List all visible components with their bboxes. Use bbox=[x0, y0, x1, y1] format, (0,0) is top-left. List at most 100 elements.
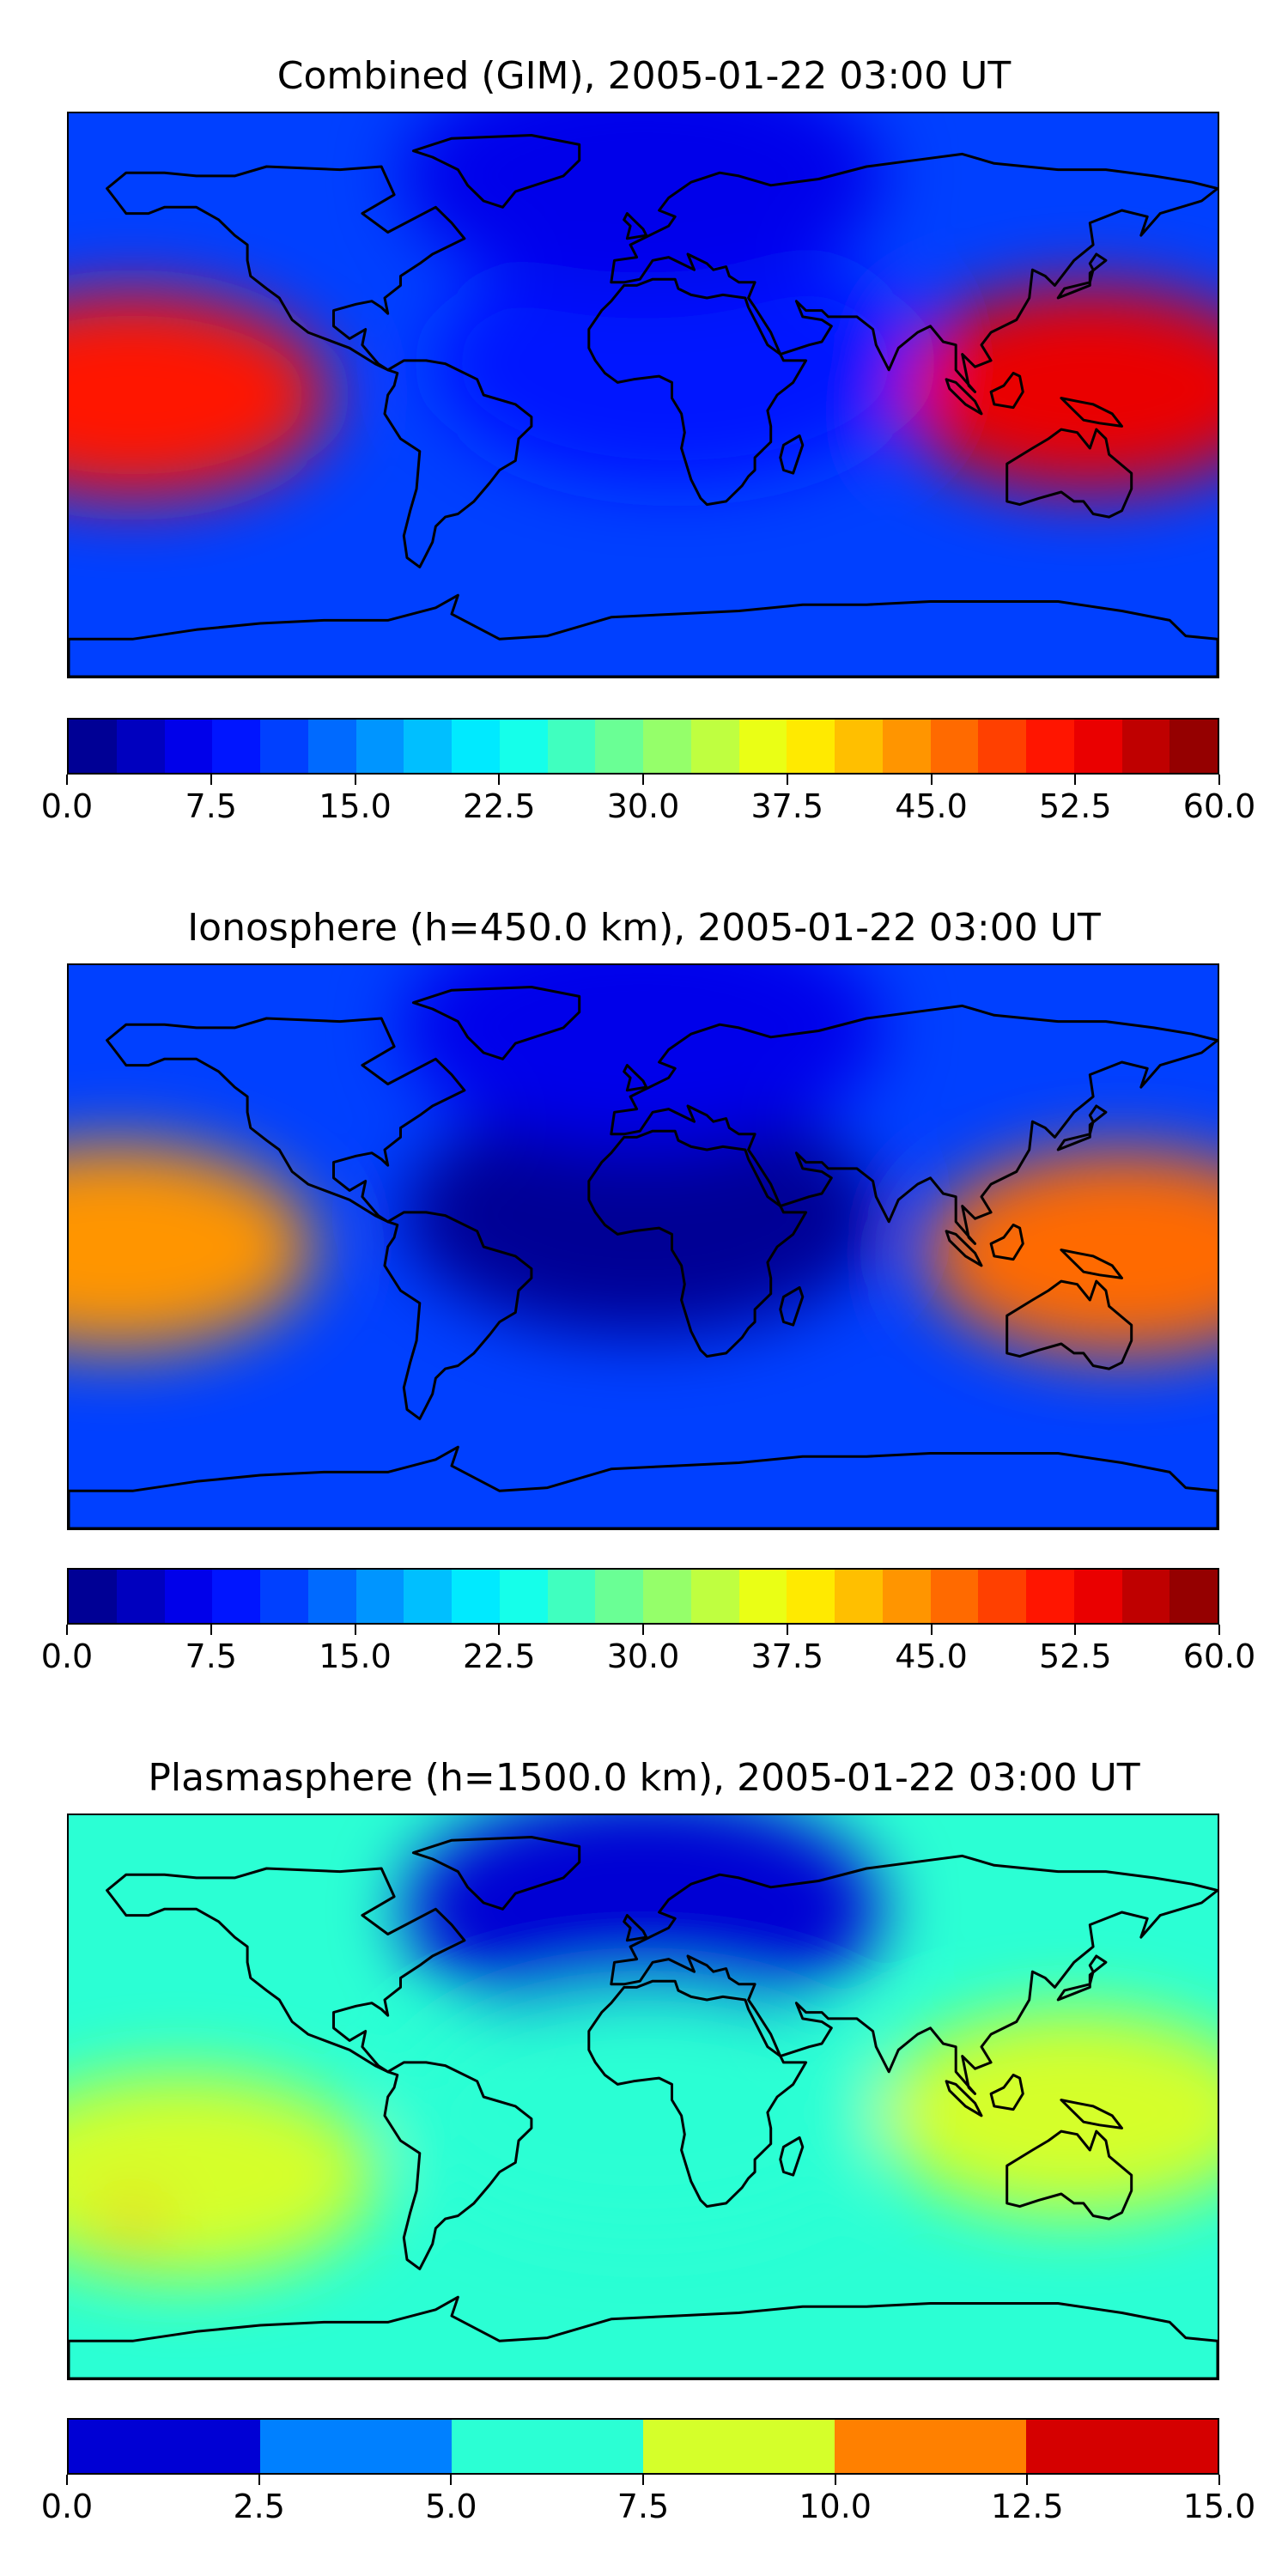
colorbar-segment bbox=[930, 1570, 979, 1623]
colorbar-segment bbox=[452, 1570, 500, 1623]
colorbar-segment bbox=[882, 720, 931, 773]
colorbar-segment bbox=[1073, 1570, 1122, 1623]
coastline bbox=[69, 1445, 1218, 1528]
colorbar-tick-label: 7.5 bbox=[185, 787, 237, 825]
colorbar-segment bbox=[1026, 2420, 1218, 2473]
heatmap-plasmasphere bbox=[69, 1815, 1218, 2379]
colorbar-tick bbox=[354, 1625, 356, 1635]
colorbar-segment bbox=[1026, 1570, 1074, 1623]
colorbar-segment bbox=[260, 1570, 308, 1623]
colorbar-segment bbox=[452, 720, 500, 773]
colorbar-segment bbox=[260, 2420, 452, 2473]
colorbar-segment bbox=[643, 1570, 691, 1623]
coastline bbox=[106, 165, 466, 372]
colorbar-segment bbox=[452, 2420, 643, 2473]
colorbar-tick bbox=[210, 1625, 212, 1635]
coastline bbox=[383, 359, 533, 568]
colorbar-tick-label: 2.5 bbox=[233, 2488, 285, 2525]
colorbar-segment bbox=[643, 2420, 835, 2473]
colorbar-tick bbox=[498, 775, 501, 785]
colorbar-tick-label: 15.0 bbox=[319, 787, 392, 825]
colorbar-tick-label: 30.0 bbox=[606, 1637, 680, 1675]
colorbar-tick bbox=[1074, 1625, 1077, 1635]
map-ionosphere bbox=[67, 963, 1219, 1530]
colorbar-tick bbox=[1074, 775, 1077, 785]
colorbar-segment bbox=[404, 1570, 452, 1623]
colorbar-tick-label: 60.0 bbox=[1182, 1637, 1256, 1675]
colorbar-segment bbox=[499, 720, 548, 773]
heatmap-feature bbox=[403, 1095, 884, 1336]
colorbar-segment bbox=[595, 720, 643, 773]
colorbar-ticks-ionosphere: 0.0 7.5 15.0 22.5 30.0 37.5 45.0 52.5 60.0 bbox=[41, 1625, 1255, 1676]
colorbar-segment bbox=[69, 720, 117, 773]
colorbar-tick-label: 45.0 bbox=[895, 1637, 968, 1675]
colorbar-segment bbox=[1121, 720, 1170, 773]
heatmap-feature bbox=[434, 243, 916, 484]
colorbar-segment bbox=[835, 1570, 883, 1623]
coastline bbox=[945, 1230, 983, 1267]
colorbar-segment bbox=[547, 1570, 596, 1623]
colorbar-segment bbox=[164, 1570, 213, 1623]
heatmap-feature bbox=[403, 965, 884, 1148]
heatmap-feature bbox=[69, 1144, 314, 1350]
coastline bbox=[1005, 428, 1133, 519]
coastline bbox=[623, 1064, 648, 1092]
colorbar-segment bbox=[835, 720, 883, 773]
coastline bbox=[1056, 1104, 1108, 1151]
coastline bbox=[945, 2080, 983, 2117]
coastline bbox=[1060, 1249, 1123, 1279]
colorbar-segment bbox=[1026, 720, 1074, 773]
heatmap-feature bbox=[403, 113, 884, 296]
colorbar-segment bbox=[978, 1570, 1026, 1623]
coastline bbox=[411, 134, 581, 209]
colorbar-ticks-plasmasphere: 0.0 2.5 5.0 7.5 10.0 12.5 15.0 bbox=[41, 2475, 1255, 2526]
coastline bbox=[383, 2061, 533, 2270]
colorbar-tick bbox=[354, 775, 356, 785]
colorbar-segment bbox=[69, 2420, 260, 2473]
coastline bbox=[106, 1867, 466, 2074]
colorbar-tick-label: 12.5 bbox=[991, 2488, 1064, 2525]
colorbar-segment bbox=[307, 720, 356, 773]
colorbar-tick-label: 15.0 bbox=[319, 1637, 392, 1675]
coastline bbox=[1005, 1279, 1133, 1370]
heatmap-feature bbox=[876, 2009, 1218, 2216]
coastline bbox=[989, 1224, 1024, 1261]
coastline bbox=[989, 372, 1024, 410]
colorbar-segment bbox=[930, 720, 979, 773]
heatmap-combined bbox=[69, 113, 1218, 677]
colorbar-tick-label: 30.0 bbox=[606, 787, 680, 825]
colorbar-tick bbox=[66, 775, 68, 785]
heatmap-feature bbox=[403, 1992, 884, 2233]
colorbar-tick-label: 22.5 bbox=[462, 787, 536, 825]
colorbar-segment bbox=[1121, 1570, 1170, 1623]
coastline bbox=[945, 378, 983, 416]
coastline bbox=[69, 593, 1218, 677]
coastline bbox=[383, 1211, 533, 1420]
coastline bbox=[411, 1836, 581, 1911]
coastline bbox=[779, 434, 805, 475]
coastline bbox=[623, 1914, 648, 1942]
colorbar-tick bbox=[1218, 2475, 1220, 2485]
colorbar-segment bbox=[164, 720, 213, 773]
colorbar-segment bbox=[690, 1570, 739, 1623]
coastline bbox=[587, 1129, 808, 1358]
colorbar-segment bbox=[260, 720, 308, 773]
colorbar-tick bbox=[498, 1625, 501, 1635]
coastline bbox=[989, 2074, 1024, 2111]
colorbar-segment bbox=[116, 1570, 165, 1623]
colorbar-segment bbox=[499, 1570, 548, 1623]
colorbar-segment bbox=[882, 1570, 931, 1623]
coastline bbox=[1056, 1954, 1108, 2002]
colorbar-tick bbox=[450, 2475, 453, 2485]
colorbar-segment bbox=[738, 720, 787, 773]
colorbar-tick bbox=[1218, 1625, 1220, 1635]
coastline bbox=[1005, 2129, 1133, 2221]
colorbar-tick-label: 37.5 bbox=[750, 787, 824, 825]
colorbar-segment bbox=[116, 720, 165, 773]
heatmap-feature bbox=[69, 292, 331, 498]
colorbar-tick bbox=[66, 1625, 68, 1635]
colorbar-segment bbox=[643, 720, 691, 773]
colorbar-tick-label: 0.0 bbox=[40, 2488, 94, 2525]
colorbar-segment bbox=[738, 1570, 787, 1623]
colorbar-tick-label: 7.5 bbox=[617, 2488, 670, 2525]
